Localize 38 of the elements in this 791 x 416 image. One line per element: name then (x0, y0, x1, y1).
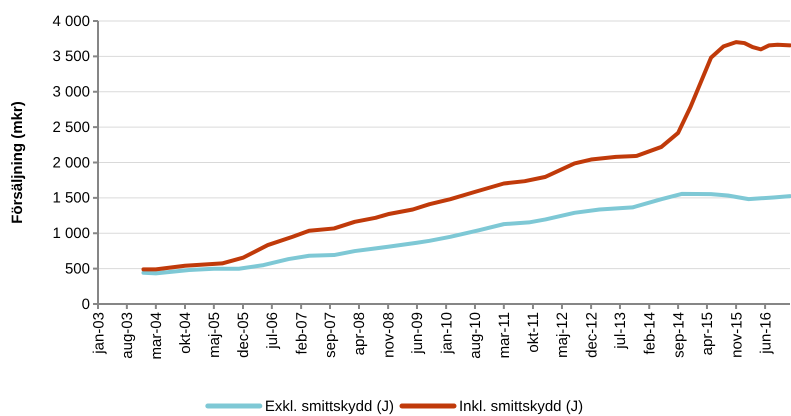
y-tick-label: 1 000 (52, 225, 90, 242)
x-tick-label: maj-05 (206, 312, 224, 358)
x-tick-label: feb-07 (293, 312, 310, 355)
legend-label: Exkl. smittskydd (J) (264, 398, 394, 415)
x-tick-label: sep-07 (322, 312, 340, 358)
x-tick-label: jan-10 (438, 312, 456, 355)
x-tick-label: mar-11 (496, 312, 514, 358)
y-tick-label: 500 (64, 260, 90, 278)
y-tick-label: 3 000 (52, 84, 90, 101)
x-tick-label: apr-08 (351, 312, 368, 356)
x-tick-label: sep-14 (670, 312, 688, 358)
x-tick-label: okt-04 (177, 312, 194, 354)
y-tick-label: 4 000 (52, 12, 90, 30)
x-tick-label: maj-12 (554, 312, 572, 358)
y-tick-label: 3 500 (52, 48, 90, 66)
legend-label: Inkl. smittskydd (J) (459, 398, 584, 415)
y-tick-label: 0 (82, 296, 90, 313)
x-tick-label: jan-03 (90, 312, 108, 355)
x-tick-label: jun-09 (409, 312, 426, 355)
x-tick-label: apr-15 (699, 312, 716, 356)
x-tick-label: nov-15 (728, 312, 746, 358)
x-tick-label: dec-12 (583, 312, 600, 358)
x-tick-label: jul-13 (612, 312, 630, 350)
y-tick-label: 2 000 (52, 154, 90, 172)
y-tick-label: 2 500 (52, 118, 90, 136)
x-tick-label: feb-14 (641, 312, 658, 355)
x-tick-label: jul-06 (264, 312, 282, 350)
x-tick-label: dec-05 (235, 312, 252, 358)
x-tick-label: okt-11 (525, 312, 542, 353)
x-tick-label: aug-03 (119, 312, 136, 359)
line-series (141, 40, 791, 272)
line-series (141, 192, 791, 276)
x-tick-label: aug-10 (467, 312, 484, 359)
x-tick-label: jun-16 (757, 312, 774, 355)
y-axis-title: Försäljning (mkr) (9, 101, 26, 224)
x-tick-label: mar-04 (148, 312, 166, 360)
y-tick-label: 1 500 (52, 190, 90, 207)
x-tick-label: nov-08 (380, 312, 398, 358)
